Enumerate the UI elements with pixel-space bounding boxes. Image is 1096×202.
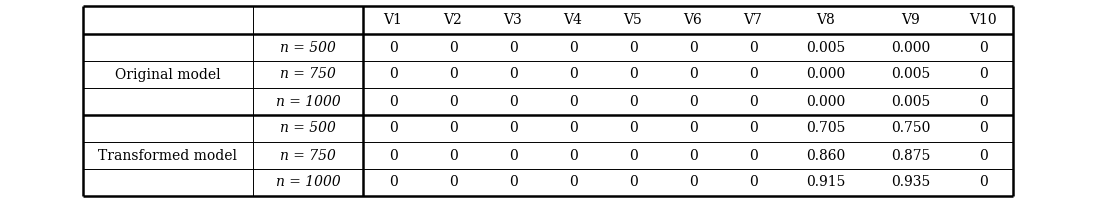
Text: 0: 0 [448, 40, 457, 55]
Text: 0: 0 [749, 121, 757, 136]
Text: V3: V3 [504, 13, 523, 27]
Text: V4: V4 [563, 13, 582, 27]
Text: 0: 0 [448, 148, 457, 162]
Text: 0: 0 [629, 176, 638, 189]
Text: 0: 0 [569, 95, 578, 108]
Text: 0.860: 0.860 [806, 148, 845, 162]
Text: 0.000: 0.000 [891, 40, 931, 55]
Text: 0: 0 [979, 148, 987, 162]
Text: 0: 0 [688, 95, 697, 108]
Text: V6: V6 [684, 13, 703, 27]
Text: 0.000: 0.000 [806, 95, 845, 108]
Text: 0: 0 [749, 67, 757, 81]
Text: 0: 0 [749, 176, 757, 189]
Text: 0: 0 [688, 121, 697, 136]
Text: 0: 0 [509, 67, 517, 81]
Text: n = 750: n = 750 [281, 67, 336, 81]
Text: 0: 0 [749, 40, 757, 55]
Text: n = 1000: n = 1000 [275, 176, 341, 189]
Text: 0: 0 [688, 176, 697, 189]
Text: 0: 0 [629, 121, 638, 136]
Text: 0.705: 0.705 [806, 121, 845, 136]
Text: V8: V8 [817, 13, 835, 27]
Text: 0: 0 [569, 176, 578, 189]
Text: 0: 0 [389, 40, 398, 55]
Text: V10: V10 [969, 13, 997, 27]
Text: 0: 0 [629, 95, 638, 108]
Text: 0.005: 0.005 [806, 40, 845, 55]
Text: Transformed model: Transformed model [99, 148, 238, 162]
Text: 0: 0 [509, 176, 517, 189]
Text: 0: 0 [688, 40, 697, 55]
Text: 0: 0 [749, 148, 757, 162]
Text: 0: 0 [979, 67, 987, 81]
Text: 0: 0 [389, 95, 398, 108]
Text: 0: 0 [389, 176, 398, 189]
Text: 0: 0 [448, 121, 457, 136]
Text: 0.005: 0.005 [891, 95, 931, 108]
Text: Original model: Original model [115, 67, 220, 81]
Text: 0: 0 [509, 95, 517, 108]
Text: 0: 0 [569, 40, 578, 55]
Text: 0: 0 [448, 67, 457, 81]
Text: 0: 0 [979, 40, 987, 55]
Text: 0: 0 [509, 40, 517, 55]
Text: V5: V5 [624, 13, 642, 27]
Text: 0: 0 [569, 67, 578, 81]
Text: 0: 0 [979, 176, 987, 189]
Text: 0: 0 [979, 95, 987, 108]
Text: 0.935: 0.935 [891, 176, 931, 189]
Text: 0: 0 [569, 148, 578, 162]
Text: 0: 0 [448, 95, 457, 108]
Text: n = 1000: n = 1000 [275, 95, 341, 108]
Text: 0: 0 [629, 40, 638, 55]
Text: 0: 0 [688, 67, 697, 81]
Text: 0: 0 [509, 148, 517, 162]
Text: n = 500: n = 500 [281, 40, 336, 55]
Text: 0: 0 [569, 121, 578, 136]
Text: 0: 0 [688, 148, 697, 162]
Text: 0: 0 [389, 67, 398, 81]
Text: 0: 0 [749, 95, 757, 108]
Text: V9: V9 [901, 13, 920, 27]
Text: 0: 0 [629, 67, 638, 81]
Text: 0: 0 [629, 148, 638, 162]
Text: 0.005: 0.005 [891, 67, 931, 81]
Text: n = 750: n = 750 [281, 148, 336, 162]
Text: n = 500: n = 500 [281, 121, 336, 136]
Text: 0.915: 0.915 [806, 176, 845, 189]
Text: 0.750: 0.750 [891, 121, 931, 136]
Text: V7: V7 [743, 13, 763, 27]
Text: 0: 0 [448, 176, 457, 189]
Text: 0.875: 0.875 [891, 148, 931, 162]
Text: 0: 0 [979, 121, 987, 136]
Text: 0: 0 [389, 121, 398, 136]
Text: V1: V1 [384, 13, 402, 27]
Text: 0: 0 [389, 148, 398, 162]
Text: V2: V2 [444, 13, 463, 27]
Text: 0.000: 0.000 [806, 67, 845, 81]
Text: 0: 0 [509, 121, 517, 136]
